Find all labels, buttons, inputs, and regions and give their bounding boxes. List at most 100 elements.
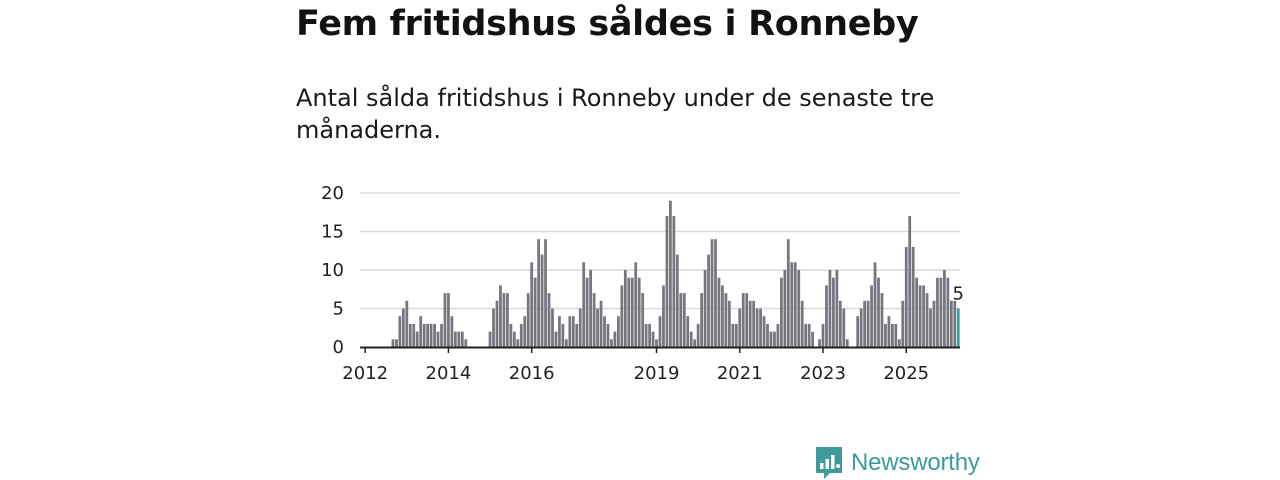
- bar: [669, 200, 672, 347]
- bar: [512, 331, 516, 347]
- bar: [734, 323, 738, 347]
- bar: [953, 300, 957, 347]
- bar: [610, 339, 613, 347]
- bar: [499, 285, 502, 347]
- x-tick-label: 2016: [509, 363, 555, 384]
- bar: [578, 308, 582, 347]
- bar: [686, 316, 690, 347]
- bar: [759, 308, 762, 347]
- bar: [453, 331, 457, 347]
- annotations: 5: [953, 284, 964, 305]
- bar: [797, 270, 801, 347]
- bar: [939, 277, 943, 347]
- bar: [901, 300, 905, 347]
- bar: [634, 262, 638, 347]
- y-axis-labels: 0 5 10 15 20: [321, 183, 344, 358]
- bar: [592, 293, 596, 347]
- bar: [818, 339, 821, 347]
- latest-value-label: 5: [953, 284, 964, 305]
- newsworthy-logo-icon: [816, 447, 842, 479]
- bar: [717, 277, 721, 347]
- bar: [408, 323, 412, 347]
- bar: [419, 316, 423, 347]
- bar: [582, 262, 586, 347]
- x-tick-label: 2025: [883, 363, 929, 384]
- bar: [780, 277, 783, 347]
- bar: [908, 216, 912, 347]
- x-tick-label: 2014: [426, 363, 472, 384]
- bar: [401, 308, 405, 347]
- bar: [665, 216, 669, 347]
- bar: [589, 270, 593, 347]
- chart-subtitle: Antal sålda fritidshus i Ronneby under d…: [296, 84, 935, 144]
- bar: [721, 285, 724, 347]
- bar: [925, 293, 929, 347]
- bar: [773, 331, 776, 347]
- bar: [762, 316, 766, 347]
- bar: [655, 339, 658, 347]
- bar: [832, 277, 835, 347]
- bar: [627, 277, 631, 347]
- bar: [703, 270, 707, 347]
- bar: [890, 323, 894, 347]
- bar: [561, 323, 565, 347]
- bar: [911, 246, 915, 347]
- bar: [918, 285, 922, 347]
- bar: [596, 308, 599, 347]
- bar: [828, 270, 832, 347]
- bar: [547, 293, 551, 347]
- bar: [426, 323, 430, 347]
- bar: [949, 300, 953, 347]
- bar: [506, 293, 509, 347]
- bar: [606, 323, 610, 347]
- bar: [707, 254, 710, 347]
- bar: [492, 308, 495, 347]
- y-tick-label: 0: [333, 337, 344, 358]
- bar: [873, 262, 877, 347]
- bar: [897, 339, 901, 347]
- bar: [415, 331, 419, 347]
- y-tick-label: 5: [333, 299, 344, 320]
- bar: [488, 331, 492, 347]
- bar-latest: [956, 308, 960, 347]
- x-tick-label: 2019: [634, 363, 680, 384]
- bars: [391, 200, 960, 347]
- y-tick-label: 15: [321, 222, 344, 243]
- bar: [641, 293, 645, 347]
- bar: [741, 293, 745, 347]
- bar: [564, 339, 568, 347]
- bar: [946, 277, 950, 347]
- bar: [943, 270, 946, 347]
- bar: [929, 308, 932, 347]
- bar: [894, 323, 898, 347]
- bar: [585, 277, 589, 347]
- bar: [793, 262, 797, 347]
- bar: [630, 277, 634, 347]
- bar-chart: 0 5 10 15 20 2012 2014 2016 2019 2021 2023 2025 5: [321, 183, 964, 384]
- bar: [731, 323, 735, 347]
- bar: [727, 300, 731, 347]
- bar: [932, 300, 936, 347]
- bar: [800, 300, 804, 347]
- bar: [526, 293, 530, 347]
- bar: [811, 331, 814, 347]
- bar: [682, 293, 686, 347]
- bar: [599, 300, 603, 347]
- bar: [745, 293, 749, 347]
- bar: [516, 339, 520, 347]
- bar: [436, 331, 440, 347]
- x-axis: 2012 2014 2016 2019 2021 2023 2025: [342, 346, 960, 384]
- bar: [838, 300, 842, 347]
- bar: [842, 308, 846, 347]
- bar: [835, 270, 839, 347]
- bar: [904, 246, 908, 347]
- bar: [769, 331, 773, 347]
- bar: [575, 323, 579, 347]
- bar: [651, 331, 655, 347]
- bar: [460, 331, 464, 347]
- y-tick-label: 10: [321, 260, 344, 281]
- bar: [752, 300, 756, 347]
- bar: [821, 323, 825, 347]
- x-tick-label: 2023: [800, 363, 846, 384]
- bar: [440, 323, 443, 347]
